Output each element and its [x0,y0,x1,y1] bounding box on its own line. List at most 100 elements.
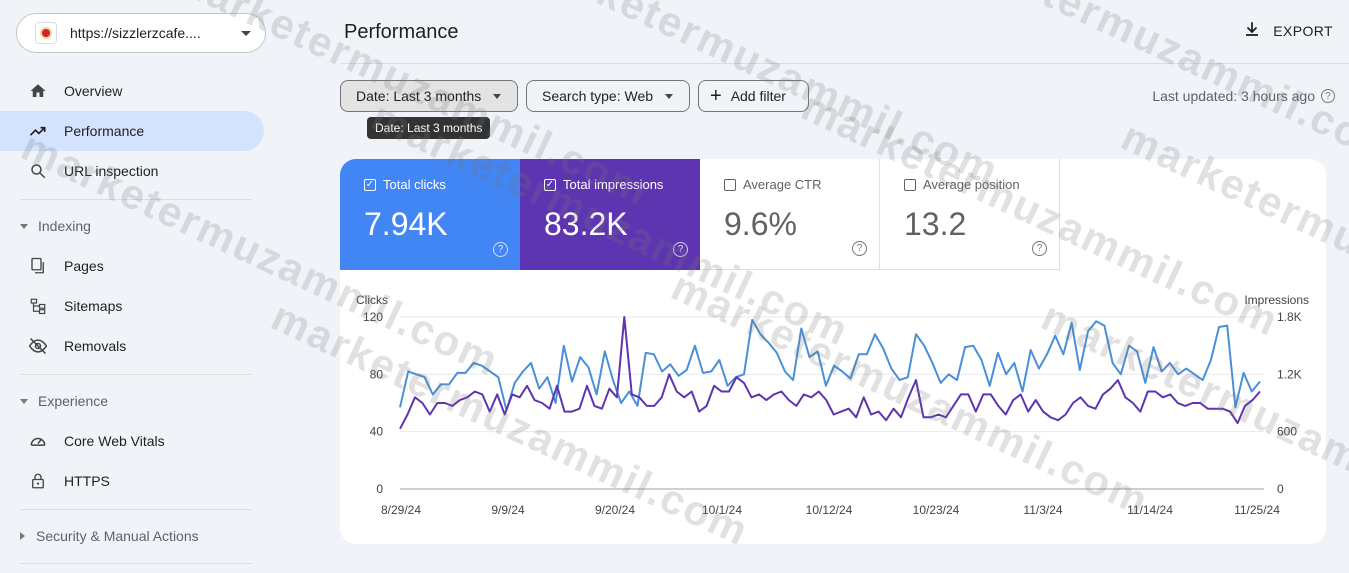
series-line-clicks [399,318,1261,412]
section-indexing[interactable]: Indexing [20,218,91,234]
metric-average-ctr[interactable]: Average CTR 9.6% ? [700,159,880,270]
metric-value: 7.94K [364,206,448,242]
checkbox-unchecked-icon[interactable] [904,178,916,191]
home-icon [28,81,48,101]
sidebar-item-label: Sitemaps [64,298,123,314]
section-title: Security & Manual Actions [36,528,199,544]
sidebar-item-label: Overview [64,83,123,99]
y-tick-left: 0 [376,482,383,496]
sidebar-item-core-web-vitals[interactable]: Core Web Vitals [0,421,264,461]
help-icon[interactable]: ? [1032,241,1047,256]
performance-card: ✓ Total clicks 7.94K ? ✓ Total impressions… [340,159,1326,544]
divider [20,563,252,564]
help-icon[interactable]: ? [1321,89,1335,103]
metric-total-impressions[interactable]: ✓ Total impressions 83.2K ? [520,159,700,270]
sidebar-item-label: Core Web Vitals [64,433,165,449]
sidebar-item-sitemaps[interactable]: Sitemaps [0,286,264,326]
help-icon[interactable]: ? [673,242,688,257]
metric-average-position[interactable]: Average position 13.2 ? [880,159,1060,270]
sidebar-item-url-inspection[interactable]: URL inspection [0,151,264,191]
section-security[interactable]: Security & Manual Actions [20,528,199,544]
help-icon[interactable]: ? [852,241,867,256]
y-tick-right: 0 [1277,482,1284,496]
x-tick: 11/3/24 [1023,503,1062,517]
x-tick: 9/9/24 [491,503,525,517]
metric-label: Average CTR [743,177,822,192]
last-updated: Last updated: 3 hours ago ? [1152,88,1335,104]
date-tooltip: Date: Last 3 months [367,117,491,139]
x-tick: 8/29/24 [381,503,421,517]
last-updated-text: Last updated: 3 hours ago [1152,88,1315,104]
y-tick-right: 1.8K [1277,310,1302,324]
add-filter-button[interactable]: + Add filter [698,80,809,112]
x-tick: 11/14/24 [1127,503,1173,517]
metric-value: 13.2 [904,206,967,242]
expand-arrow-icon [20,532,25,540]
y-tick-right: 1.2K [1277,367,1302,381]
chevron-down-icon [493,93,502,99]
y-tick-left: 80 [370,367,384,381]
sidebar-item-label: Removals [64,338,127,354]
sidebar-item-removals[interactable]: Removals [0,326,264,366]
chip-label: Search type: Web [542,88,654,104]
chip-label: Add filter [730,88,786,104]
sidebar-item-https[interactable]: HTTPS [0,461,264,501]
checkbox-checked-icon[interactable]: ✓ [544,178,556,191]
checkbox-unchecked-icon[interactable] [724,178,736,191]
sidebar-item-label: URL inspection [64,163,159,179]
x-tick: 11/25/24 [1234,503,1280,517]
metric-label: Average position [923,177,1020,192]
metric-total-clicks[interactable]: ✓ Total clicks 7.94K ? [340,159,520,270]
chip-label: Date: Last 3 months [356,88,482,104]
metric-label: Total impressions [563,177,664,192]
x-tick: 9/20/24 [595,503,635,517]
collapse-arrow-icon [20,398,28,404]
sidebar-item-label: HTTPS [64,473,110,489]
search-icon [28,161,48,181]
collapse-arrow-icon [20,223,28,229]
divider [340,63,1349,64]
x-tick: 10/1/24 [702,503,742,517]
sidebar-item-label: Performance [64,123,145,139]
series-line-impressions [399,316,1261,430]
section-title: Indexing [38,218,91,234]
site-favicon [35,22,57,44]
x-tick: 10/12/24 [806,503,853,517]
sidebar-item-pages[interactable]: Pages [0,246,264,286]
property-selector[interactable]: https://sizzlerzcafe.... [16,13,266,53]
property-url: https://sizzlerzcafe.... [70,25,201,41]
metric-value: 83.2K [544,206,628,242]
y-tick-left: 120 [363,310,383,324]
sidebar: https://sizzlerzcafe.... Overview Perfor… [0,0,280,573]
sidebar-item-performance[interactable]: Performance [0,111,264,151]
page-title: Performance [344,21,459,43]
sidebar-item-label: Pages [64,258,104,274]
divider [20,199,252,200]
y-axis-right-title: Impressions [1244,293,1309,307]
chevron-down-icon [241,30,251,36]
date-filter-chip[interactable]: Date: Last 3 months [340,80,518,112]
divider [20,509,252,510]
download-icon [1243,20,1261,41]
checkbox-checked-icon[interactable]: ✓ [364,178,376,191]
performance-chart: Clicks Impressions 0 0 40 600 80 1.2K 120 1.8K 8/2… [356,293,1309,517]
plus-icon: + [710,85,722,107]
export-label: EXPORT [1273,22,1333,39]
speed-icon [28,431,48,451]
y-axis-left-title: Clicks [356,293,388,307]
sidebar-item-overview[interactable]: Overview [0,71,264,111]
x-tick: 10/23/24 [913,503,960,517]
help-icon[interactable]: ? [493,242,508,257]
export-button[interactable]: EXPORT [1243,20,1333,41]
metric-label: Total clicks [383,177,446,192]
y-tick-right: 600 [1277,425,1297,439]
y-tick-left: 40 [370,425,384,439]
section-experience[interactable]: Experience [20,393,108,409]
search-type-chip[interactable]: Search type: Web [526,80,690,112]
chevron-down-icon [665,93,674,99]
divider [20,374,252,375]
visibility-off-icon [28,336,48,356]
lock-icon [28,471,48,491]
metric-value: 9.6% [724,206,797,242]
pages-icon [28,256,48,276]
